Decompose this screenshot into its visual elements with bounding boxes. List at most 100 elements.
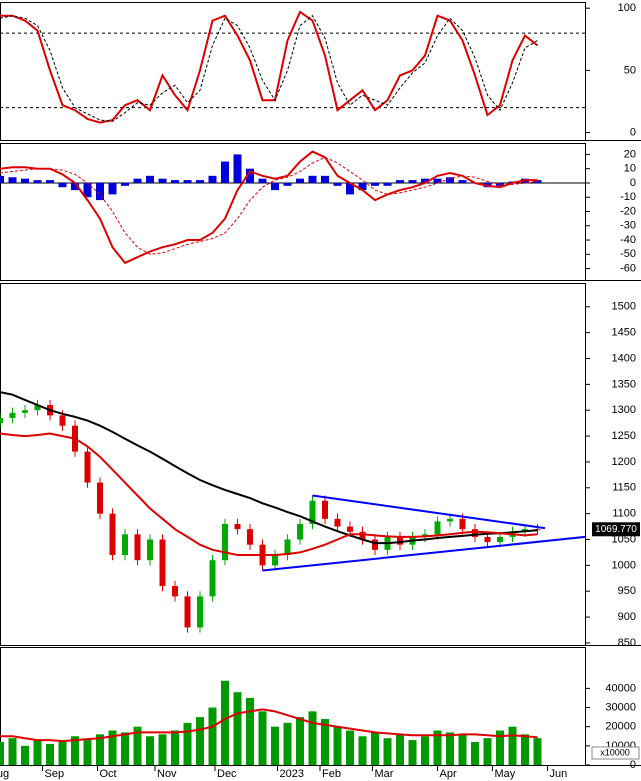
candle-body: [234, 523, 241, 530]
bar: [146, 736, 154, 765]
bar: [221, 161, 229, 183]
bar: [221, 680, 229, 765]
x-tick-label: Oct: [100, 768, 117, 780]
candle-body: [472, 529, 478, 537]
y-tick-label: 1200: [612, 456, 636, 468]
bar: [158, 734, 167, 765]
bar: [283, 182, 292, 186]
candle-body: [397, 536, 403, 545]
y-tick-label: 20000: [605, 721, 636, 733]
bar: [46, 743, 54, 765]
candle-body: [297, 523, 303, 540]
y-tick-label: 1450: [612, 327, 636, 339]
y-tick-label: -10: [620, 191, 636, 203]
candle-body: [447, 518, 453, 522]
x-tick-label: Sep: [45, 768, 65, 780]
x-tick-label: May: [495, 768, 516, 780]
candle-body: [484, 536, 491, 543]
bar: [33, 180, 42, 183]
bar: [371, 182, 379, 186]
last-price-box: [592, 522, 640, 537]
bar: [433, 730, 442, 765]
bar: [208, 707, 217, 765]
candle-body: [0, 417, 3, 424]
bar: [246, 168, 254, 183]
y-tick-label: 900: [618, 611, 636, 623]
x-tick-label: 2023: [280, 768, 304, 780]
bar: [446, 732, 454, 765]
bar: [83, 740, 92, 765]
bar: [246, 697, 254, 765]
bar: [108, 730, 117, 765]
candle-body: [347, 526, 353, 532]
bar: [196, 180, 204, 183]
bar: [71, 736, 79, 765]
bar: [496, 182, 504, 186]
bar: [296, 178, 304, 183]
trendline: [262, 535, 586, 572]
y-tick-label: 0: [630, 759, 636, 771]
bar: [58, 182, 67, 188]
y-tick-label: 40000: [605, 682, 636, 694]
y-tick-label: -30: [620, 220, 636, 232]
y-tick-label: 1350: [612, 378, 636, 390]
y-tick-label: 50: [624, 64, 636, 76]
trendline: [312, 494, 546, 530]
bar: [21, 178, 29, 183]
bar: [71, 182, 79, 191]
x-tick-label: Nov: [157, 768, 177, 780]
bar: [208, 175, 217, 183]
candle-body: [334, 518, 341, 527]
bar: [383, 182, 392, 186]
bar: [46, 180, 54, 183]
bar: [333, 726, 342, 765]
candle-body: [272, 555, 278, 566]
bar: [346, 182, 354, 195]
bar: [158, 178, 167, 183]
y-tick-label: 30000: [605, 701, 636, 713]
candle-body: [9, 412, 16, 418]
bar: [96, 734, 104, 765]
candle-body: [22, 410, 28, 413]
bar: [283, 722, 292, 765]
last-price-label: 1069.770: [595, 524, 637, 535]
candle-body: [197, 596, 203, 628]
bar: [483, 738, 492, 765]
y-tick-label: -20: [620, 205, 636, 217]
bar: [421, 736, 429, 765]
y-tick-label: 0: [630, 126, 636, 138]
y-tick-label: 0: [630, 177, 636, 189]
bar: [458, 734, 467, 765]
candle-body: [309, 500, 316, 524]
series-line: [0, 156, 538, 255]
bar: [271, 726, 279, 765]
bar: [58, 742, 67, 765]
candle-body: [497, 536, 503, 543]
y-tick-label: -40: [620, 234, 636, 246]
candle-body: [172, 586, 178, 597]
bar: [133, 178, 142, 183]
bar: [83, 182, 92, 198]
bar: [446, 177, 454, 183]
bar: [8, 177, 17, 183]
candle-body: [122, 534, 128, 556]
y-tick-label: 950: [618, 585, 636, 597]
candle-body: [184, 596, 191, 628]
candle-body: [284, 539, 291, 556]
candle-body: [209, 560, 216, 597]
bar: [121, 732, 129, 765]
bar: [521, 734, 529, 765]
candle-body: [359, 531, 366, 540]
bar: [258, 711, 267, 765]
y-tick-label: 1150: [612, 482, 636, 494]
bar: [0, 742, 4, 765]
bar: [396, 180, 404, 183]
y-tick-label: -50: [620, 248, 636, 260]
y-tick-label: 20: [624, 148, 636, 160]
bar: [171, 180, 179, 183]
bar: [308, 711, 317, 765]
series-line: [0, 432, 538, 556]
unit-box: [591, 746, 640, 760]
